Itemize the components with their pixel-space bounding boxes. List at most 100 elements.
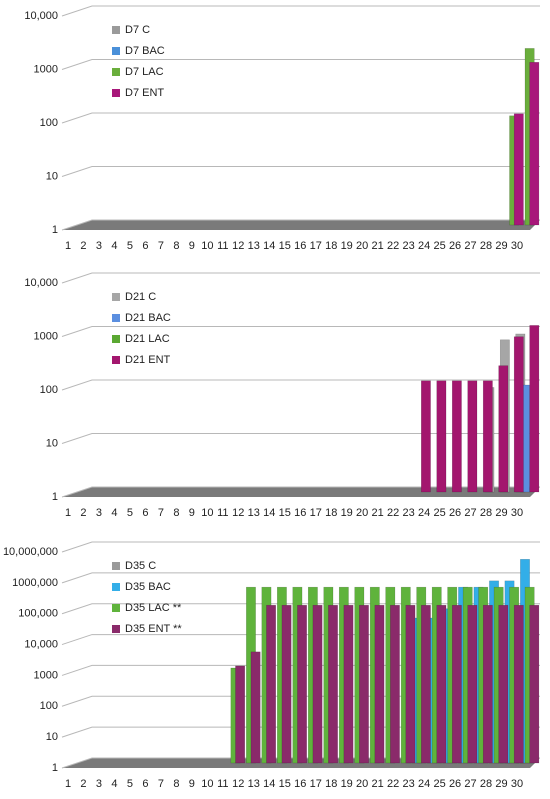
legend-swatch — [112, 47, 120, 55]
x-tick-label: 12 — [232, 240, 244, 252]
x-tick-label: 27 — [464, 507, 476, 519]
x-tick-label: 3 — [96, 240, 102, 252]
x-tick-label: 25 — [433, 240, 445, 252]
x-tick-label: 25 — [433, 507, 445, 519]
bar — [513, 604, 524, 764]
x-tick-label: 6 — [142, 240, 148, 252]
grid-line — [61, 433, 540, 444]
legend-swatch — [112, 335, 120, 343]
x-tick-label: 28 — [480, 507, 492, 519]
x-tick-label: 28 — [480, 778, 492, 790]
x-tick-label: 17 — [310, 778, 322, 790]
legend-label: D7 ENT — [125, 87, 164, 99]
bar — [529, 62, 540, 226]
grid-line — [61, 5, 540, 17]
x-tick-label: 27 — [464, 778, 476, 790]
x-tick-label: 17 — [310, 507, 322, 519]
bar — [467, 380, 478, 493]
y-tick-label: 1 — [52, 762, 58, 774]
x-tick-label: 14 — [263, 507, 275, 519]
x-tick-label: 15 — [279, 778, 291, 790]
x-tick-label: 6 — [142, 778, 148, 790]
legend-swatch — [112, 625, 120, 633]
x-tick-label: 24 — [418, 778, 430, 790]
bar — [436, 380, 447, 493]
x-tick-label: 8 — [173, 778, 179, 790]
x-tick-label: 2 — [80, 507, 86, 519]
y-tick-label: 1000 — [34, 669, 58, 681]
bar — [482, 380, 493, 493]
x-tick-label: 30 — [511, 778, 523, 790]
x-tick-label: 16 — [294, 778, 306, 790]
x-tick-label: 29 — [495, 778, 507, 790]
x-tick-label: 21 — [372, 507, 384, 519]
bar — [312, 604, 323, 764]
x-tick-label: 1 — [65, 507, 71, 519]
x-tick-label: 16 — [294, 507, 306, 519]
bar — [451, 380, 462, 493]
x-tick-label: 13 — [248, 240, 260, 252]
bar — [436, 604, 447, 764]
x-tick-label: 30 — [511, 507, 523, 519]
x-tick-label: 15 — [279, 240, 291, 252]
bar — [421, 380, 431, 493]
floor — [62, 220, 540, 230]
bar — [359, 604, 369, 764]
y-tick-label: 1000 — [34, 63, 58, 75]
grid-line — [61, 219, 540, 231]
x-tick-label: 25 — [433, 778, 445, 790]
x-tick-label: 11 — [217, 778, 228, 790]
bar — [498, 604, 509, 764]
x-tick-label: 2 — [80, 240, 86, 252]
legend-label: D21 C — [125, 291, 156, 303]
x-tick-label: 20 — [356, 240, 368, 252]
x-tick-label: 7 — [158, 507, 164, 519]
x-tick-label: 10 — [201, 507, 213, 519]
x-tick-label: 9 — [189, 778, 195, 790]
x-tick-label: 11 — [217, 240, 228, 252]
legend-label: D35 BAC — [125, 581, 171, 593]
y-tick-label: 10 — [46, 731, 58, 743]
x-tick-label: 20 — [356, 507, 368, 519]
x-tick-label: 8 — [173, 240, 179, 252]
bar — [451, 604, 462, 764]
x-tick-label: 4 — [111, 778, 117, 790]
x-tick-label: 24 — [418, 240, 430, 252]
x-tick-label: 19 — [341, 240, 353, 252]
bar — [343, 604, 354, 764]
grid-line — [61, 326, 540, 337]
legend-label: D7 BAC — [125, 45, 165, 57]
y-tick-label: 100 — [40, 384, 58, 396]
y-tick-label: 10,000 — [24, 10, 58, 22]
grid-line — [61, 486, 540, 498]
grid-line — [61, 572, 540, 584]
x-tick-label: 9 — [189, 507, 195, 519]
y-tick-label: 100,000 — [18, 608, 58, 620]
x-tick-label: 3 — [96, 778, 102, 790]
x-tick-label: 29 — [495, 507, 507, 519]
x-tick-label: 16 — [294, 240, 306, 252]
x-tick-label: 19 — [341, 507, 353, 519]
legend-label: D21 ENT — [125, 354, 171, 366]
y-tick-label: 10,000 — [24, 277, 58, 289]
x-tick-label: 18 — [325, 507, 337, 519]
y-tick-label: 10 — [46, 170, 58, 182]
x-tick-label: 26 — [449, 240, 461, 252]
bar — [498, 365, 509, 493]
grid-line — [61, 59, 540, 70]
x-tick-label: 26 — [449, 778, 461, 790]
x-tick-label: 24 — [418, 507, 430, 519]
y-tick-label: 1000,000 — [12, 577, 58, 589]
x-tick-label: 21 — [372, 778, 384, 790]
x-tick-label: 12 — [232, 778, 244, 790]
y-tick-label: 10 — [46, 437, 58, 449]
y-tick-label: 1 — [52, 224, 58, 236]
legend-swatch — [112, 356, 120, 364]
bar — [482, 604, 493, 764]
x-tick-label: 19 — [341, 778, 353, 790]
x-tick-label: 18 — [325, 778, 337, 790]
legend-swatch — [112, 562, 120, 570]
grid-line — [61, 272, 540, 284]
x-tick-label: 22 — [387, 778, 399, 790]
x-tick-label: 27 — [464, 240, 476, 252]
